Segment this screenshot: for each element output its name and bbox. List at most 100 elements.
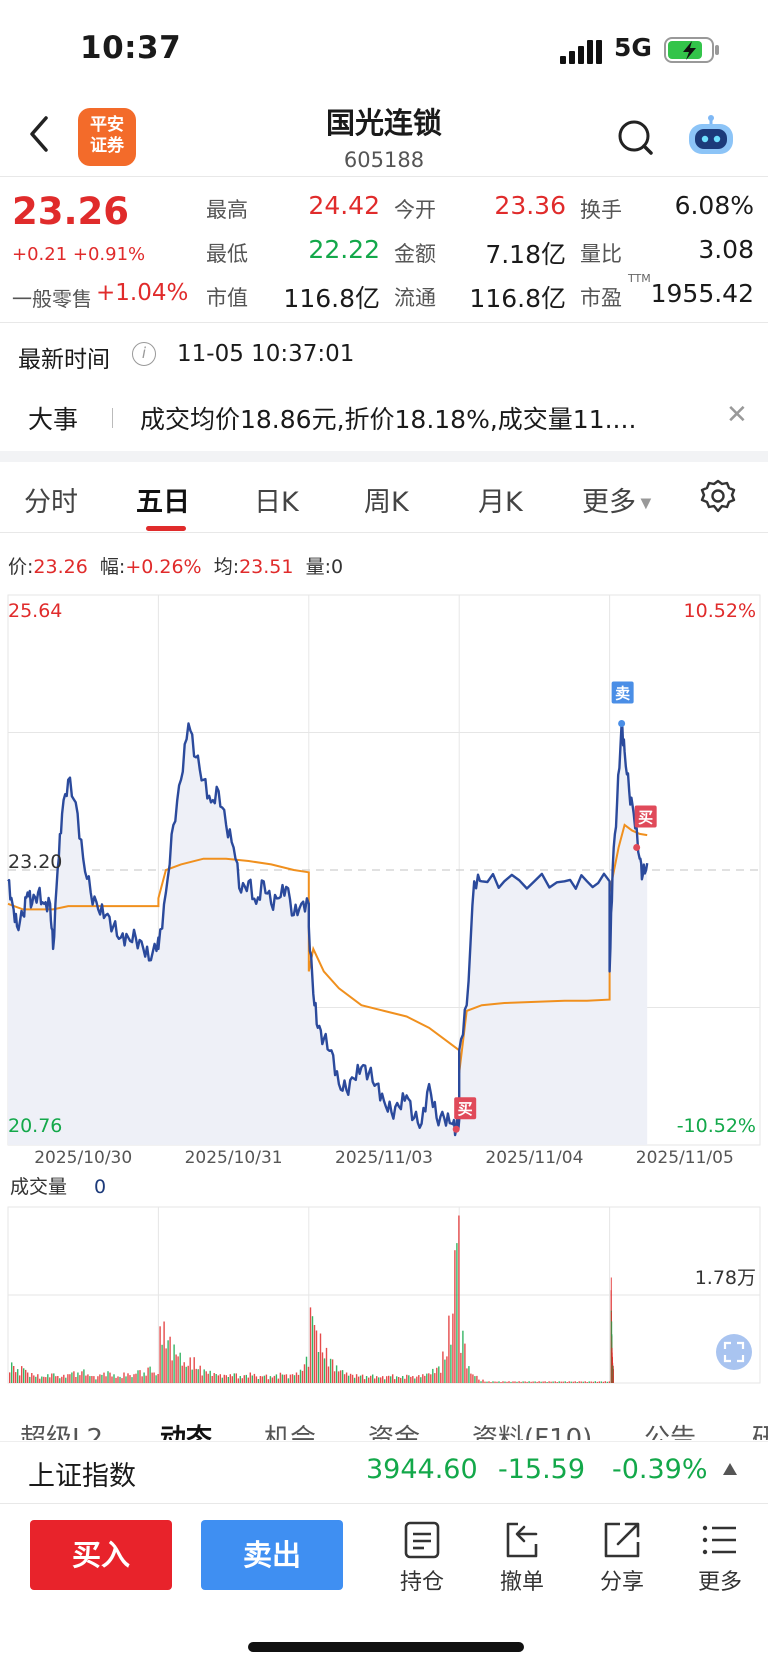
ai-assistant-icon[interactable] (686, 114, 736, 158)
tab-news[interactable]: 动态 (160, 1424, 213, 1440)
volume-bar (516, 1381, 518, 1383)
volume-bar (458, 1215, 460, 1383)
volume-bar (227, 1377, 229, 1383)
tab-daily-k[interactable]: 日K (254, 487, 299, 518)
stock-name: 国光连锁 (325, 106, 442, 140)
volume-bar (293, 1375, 296, 1383)
volume-bar (602, 1381, 604, 1383)
volume-bar (436, 1367, 438, 1383)
volume-bar (339, 1370, 342, 1383)
volume-bar (311, 1316, 314, 1383)
volume-bar (335, 1365, 338, 1383)
sector-change[interactable]: +1.04% (96, 280, 189, 306)
fullscreen-icon[interactable] (716, 1334, 752, 1370)
volume-bar (584, 1381, 586, 1383)
tab-capital[interactable]: 资金 (368, 1424, 421, 1440)
volume-bar (107, 1371, 109, 1383)
expand-up-icon[interactable] (722, 1462, 738, 1476)
volume-bar (382, 1376, 384, 1383)
back-icon[interactable] (24, 112, 54, 156)
holdings-button[interactable]: 持仓 (382, 1520, 462, 1596)
volume-bar (243, 1375, 245, 1383)
volume-bar (420, 1377, 422, 1383)
index-ticker-bar[interactable] (0, 1441, 768, 1503)
search-icon[interactable] (616, 116, 656, 160)
volume-bar (309, 1307, 312, 1383)
volume-bar (51, 1373, 53, 1383)
svg-text:买: 买 (458, 1100, 473, 1118)
volume-bar (331, 1359, 334, 1383)
volume-bar (271, 1377, 274, 1383)
broker-logo[interactable]: 平安 证券 (78, 108, 136, 166)
volume-bar (448, 1315, 450, 1383)
volume-bar (15, 1372, 17, 1383)
volume-bar (23, 1368, 25, 1383)
volume-bar (217, 1375, 219, 1383)
volume-bar (37, 1374, 39, 1383)
svg-text:买: 买 (638, 808, 653, 826)
sector-label[interactable]: 一般零售 (12, 287, 92, 311)
volume-bar (261, 1376, 264, 1383)
trade-marker: 买 (633, 805, 657, 851)
pe-value: 1955.42 (650, 279, 754, 308)
volume-bar (105, 1376, 107, 1383)
volume-bar (79, 1375, 81, 1383)
volume-bar (187, 1365, 189, 1383)
volume-bar (524, 1381, 526, 1383)
pct-max-label: 10.52% (684, 600, 756, 622)
volume-bar (528, 1381, 530, 1383)
volume-bar (596, 1381, 598, 1383)
volume-bar (219, 1374, 221, 1383)
volume-bar (295, 1372, 298, 1383)
volume-bar (410, 1376, 412, 1383)
volume-bar (327, 1366, 330, 1383)
volume-bar (428, 1373, 430, 1383)
trade-marker: 卖 (611, 681, 634, 727)
tab-weekly-k[interactable]: 周K (364, 487, 409, 518)
volume-bar (291, 1374, 294, 1383)
volume-bar (207, 1373, 209, 1383)
volume-bar (11, 1362, 13, 1383)
date-tick: 2025/11/05 (636, 1148, 734, 1168)
buy-button[interactable]: 买入 (30, 1520, 172, 1590)
volume-bar (374, 1378, 376, 1383)
tab-f10[interactable]: 资料(F10) (472, 1424, 593, 1440)
info-icon[interactable]: i (132, 342, 156, 366)
tab-five-day[interactable]: 五日 (136, 487, 190, 518)
close-icon[interactable]: ✕ (726, 400, 748, 430)
volume-bar (542, 1381, 544, 1383)
current-price: 23.26 (12, 190, 130, 233)
volume-ratio-value: 3.08 (698, 235, 754, 264)
volume-bar (73, 1371, 75, 1383)
qline-avg-label: 均: (213, 556, 240, 578)
sell-button[interactable]: 卖出 (201, 1520, 343, 1590)
five-day-chart[interactable]: 卖买买 25.64 10.52% 23.20 20.76 -10.52% 202… (0, 585, 768, 1385)
volume-bar (592, 1381, 594, 1383)
volume-bar (482, 1379, 484, 1383)
volume-bar (211, 1376, 213, 1383)
qline-amp: +0.26% (125, 556, 202, 578)
volume-bar (277, 1378, 280, 1383)
volume-bar (608, 1381, 610, 1383)
settings-icon[interactable] (700, 478, 736, 514)
event-ticker[interactable]: 成交均价18.86元,折价18.18%,成交量11.... (140, 405, 637, 434)
volume-bar (111, 1376, 113, 1383)
tab-more[interactable]: 更多 ▼ (582, 480, 651, 519)
tab-opportunity[interactable]: 机会 (264, 1424, 317, 1440)
cancel-order-button[interactable]: 撤单 (482, 1520, 562, 1596)
latest-time-value: 11-05 10:37:01 (177, 341, 355, 367)
tab-super-l2[interactable]: 超级L2 (20, 1424, 104, 1440)
high-value: 24.42 (308, 191, 380, 220)
more-button[interactable]: 更多 (680, 1520, 760, 1596)
volume-bar (221, 1377, 223, 1383)
avg-price-line (7, 823, 648, 1074)
tab-announcements[interactable]: 公告 (644, 1424, 697, 1440)
share-button[interactable]: 分享 (582, 1520, 662, 1596)
tab-intraday[interactable]: 分时 (24, 487, 78, 518)
volume-bar (466, 1368, 468, 1383)
volume-bar (119, 1376, 121, 1383)
tab-research[interactable]: 研 (752, 1424, 768, 1440)
volume-bar (384, 1379, 386, 1383)
tab-monthly-k[interactable]: 月K (478, 487, 523, 518)
volume-bar (109, 1372, 111, 1383)
